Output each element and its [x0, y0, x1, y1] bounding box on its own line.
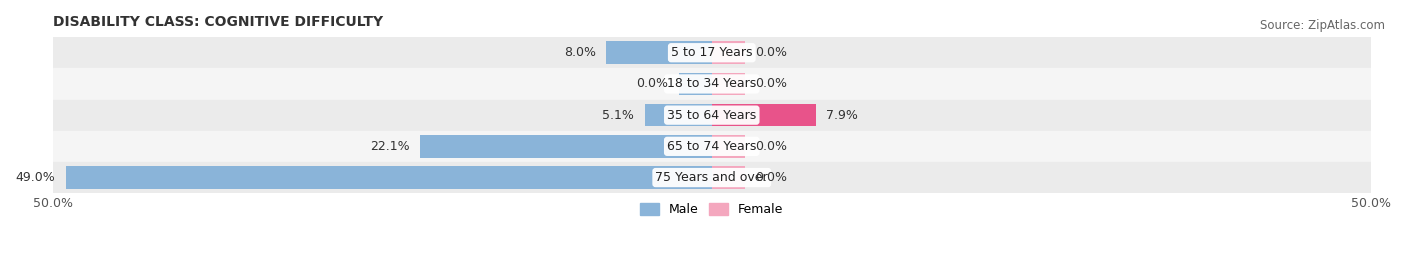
Bar [711, 135, 745, 158]
Bar [606, 41, 711, 64]
Text: 0.0%: 0.0% [755, 46, 787, 59]
Legend: Male, Female: Male, Female [636, 198, 789, 221]
Bar [644, 104, 711, 126]
Text: 75 Years and over: 75 Years and over [655, 171, 768, 184]
Bar [420, 135, 711, 158]
Bar [52, 131, 1371, 162]
Text: 18 to 34 Years: 18 to 34 Years [668, 77, 756, 90]
Text: Source: ZipAtlas.com: Source: ZipAtlas.com [1260, 19, 1385, 32]
Bar [679, 73, 711, 95]
Text: 49.0%: 49.0% [15, 171, 55, 184]
Text: 0.0%: 0.0% [755, 140, 787, 153]
Bar [711, 166, 745, 189]
Bar [711, 41, 745, 64]
Text: 0.0%: 0.0% [755, 171, 787, 184]
Text: 0.0%: 0.0% [637, 77, 668, 90]
Bar [52, 100, 1371, 131]
Bar [711, 73, 745, 95]
Bar [52, 37, 1371, 68]
Bar [66, 166, 711, 189]
Text: 0.0%: 0.0% [755, 77, 787, 90]
Text: 22.1%: 22.1% [370, 140, 411, 153]
Text: 35 to 64 Years: 35 to 64 Years [668, 109, 756, 122]
Text: 5.1%: 5.1% [602, 109, 634, 122]
Bar [711, 104, 815, 126]
Text: DISABILITY CLASS: COGNITIVE DIFFICULTY: DISABILITY CLASS: COGNITIVE DIFFICULTY [52, 15, 382, 29]
Text: 8.0%: 8.0% [564, 46, 596, 59]
Text: 65 to 74 Years: 65 to 74 Years [666, 140, 756, 153]
Text: 5 to 17 Years: 5 to 17 Years [671, 46, 752, 59]
Bar [52, 68, 1371, 100]
Text: 7.9%: 7.9% [827, 109, 859, 122]
Bar [52, 162, 1371, 193]
